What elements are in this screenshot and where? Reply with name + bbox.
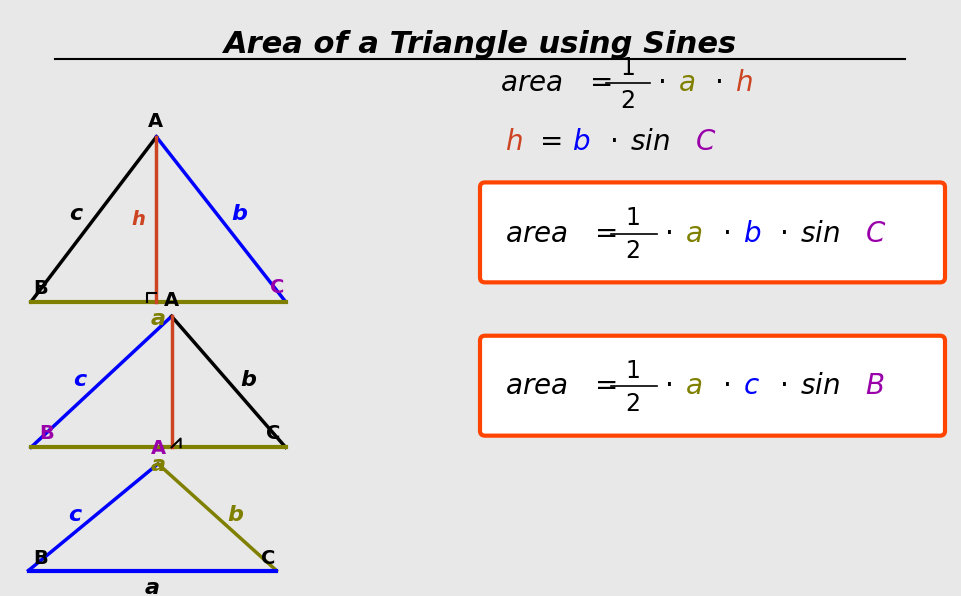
Text: $\mathit{area}$: $\mathit{area}$ <box>500 70 562 97</box>
Text: ·: · <box>779 372 788 400</box>
Text: b: b <box>227 505 243 525</box>
Text: $\mathit{h}$: $\mathit{h}$ <box>734 70 752 97</box>
Text: C: C <box>270 278 284 297</box>
Text: =: = <box>595 372 618 400</box>
Text: a: a <box>151 309 165 329</box>
Text: $\mathit{c}$: $\mathit{c}$ <box>742 372 759 400</box>
Text: 2: 2 <box>625 240 640 263</box>
Text: Area of a Triangle using Sines: Area of a Triangle using Sines <box>224 30 737 59</box>
Text: 2: 2 <box>625 392 640 415</box>
Text: a: a <box>145 578 160 596</box>
Text: =: = <box>595 220 618 248</box>
Text: c: c <box>69 204 83 225</box>
Text: 1: 1 <box>625 359 640 383</box>
Text: $\mathit{area}$: $\mathit{area}$ <box>505 220 567 248</box>
Text: =: = <box>589 70 613 97</box>
Text: ·: · <box>779 220 788 248</box>
Text: C: C <box>266 424 281 443</box>
FancyBboxPatch shape <box>480 336 944 436</box>
Text: A: A <box>150 439 165 458</box>
Text: B: B <box>39 424 55 443</box>
Text: $\mathit{sin}$: $\mathit{sin}$ <box>629 128 669 156</box>
Text: 1: 1 <box>620 56 635 80</box>
Text: $\mathit{sin}$: $\mathit{sin}$ <box>800 220 839 248</box>
Text: ·: · <box>714 70 723 97</box>
Text: a: a <box>151 455 165 475</box>
Text: $\mathit{b}$: $\mathit{b}$ <box>742 220 760 248</box>
Text: h: h <box>132 210 145 229</box>
Text: ·: · <box>657 70 666 97</box>
Text: ·: · <box>664 220 673 248</box>
Text: $\mathit{B}$: $\mathit{B}$ <box>864 372 883 400</box>
Text: c: c <box>68 505 82 525</box>
Text: A: A <box>164 291 179 311</box>
Text: ·: · <box>609 128 618 156</box>
Text: B: B <box>34 279 48 297</box>
FancyBboxPatch shape <box>480 182 944 283</box>
Text: ·: · <box>723 372 731 400</box>
Text: $\mathit{a}$: $\mathit{a}$ <box>684 220 702 248</box>
Text: b: b <box>231 204 247 225</box>
Text: 2: 2 <box>620 89 635 113</box>
Text: c: c <box>73 370 86 390</box>
Text: $\mathit{C}$: $\mathit{C}$ <box>694 128 716 156</box>
Text: A: A <box>148 112 162 131</box>
Text: $\mathit{a}$: $\mathit{a}$ <box>684 372 702 400</box>
Text: =: = <box>539 128 563 156</box>
Text: B: B <box>33 550 48 569</box>
Text: $\mathit{sin}$: $\mathit{sin}$ <box>800 372 839 400</box>
Text: $\mathit{C}$: $\mathit{C}$ <box>864 220 885 248</box>
Text: $\mathit{b}$: $\mathit{b}$ <box>572 128 590 156</box>
Text: b: b <box>240 370 257 390</box>
Text: $\mathit{area}$: $\mathit{area}$ <box>505 372 567 400</box>
Text: 1: 1 <box>625 206 640 230</box>
Text: ·: · <box>664 372 673 400</box>
Text: $\mathit{a}$: $\mathit{a}$ <box>678 70 695 97</box>
Text: $\mathit{h}$: $\mathit{h}$ <box>505 128 522 156</box>
Text: ·: · <box>723 220 731 248</box>
Text: C: C <box>261 550 275 569</box>
